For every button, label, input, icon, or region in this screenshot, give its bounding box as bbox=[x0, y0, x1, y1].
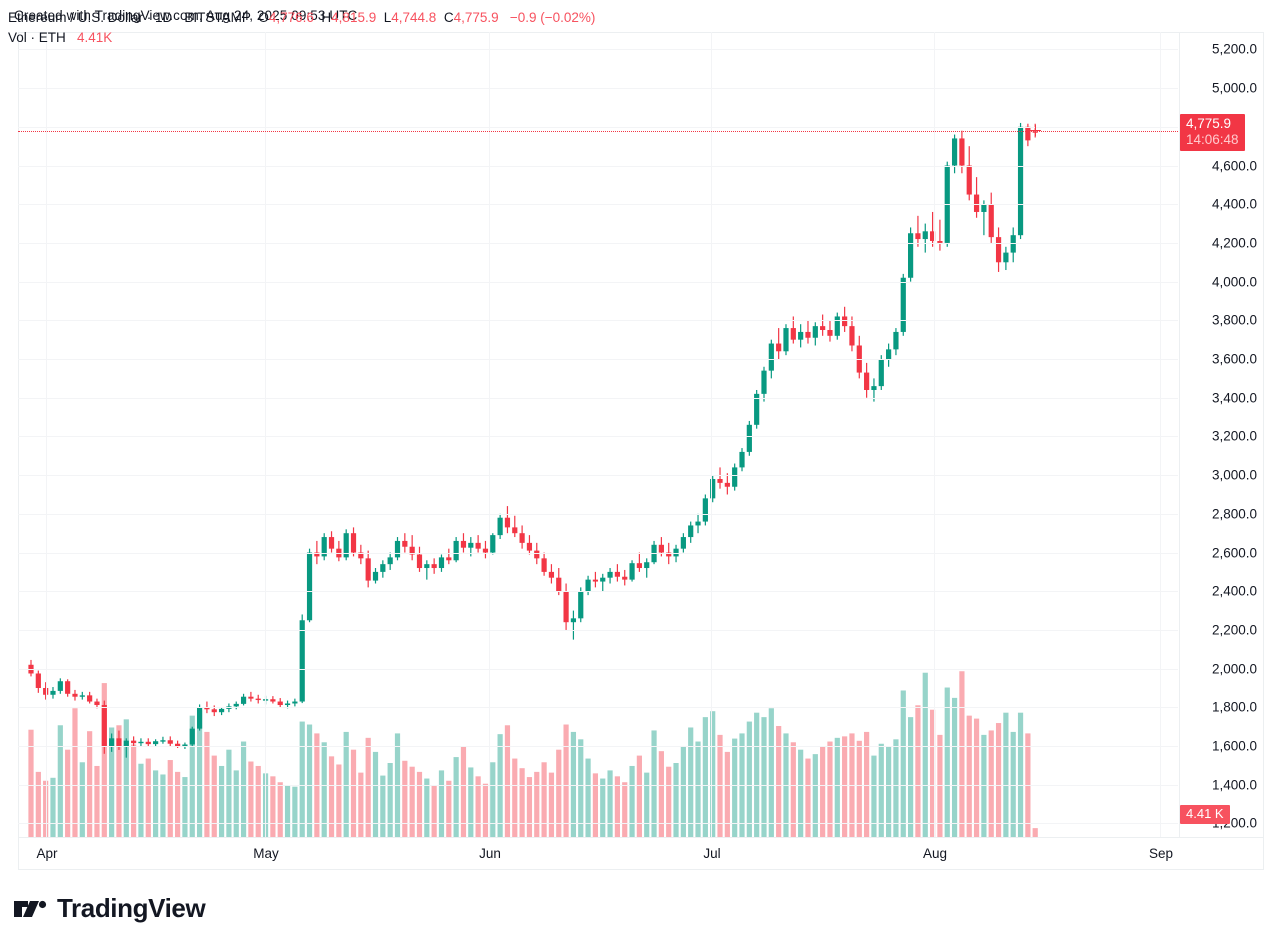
gridline-vertical bbox=[265, 32, 266, 837]
current-price-value: 4,775.9 bbox=[1186, 116, 1232, 132]
chart-plot-area[interactable] bbox=[18, 32, 1178, 837]
time-axis-label: Jul bbox=[703, 846, 721, 861]
price-axis[interactable]: 5,200.0 5,000.0 4,600.0 4,400.0 4,200.0 4,000… bbox=[1179, 32, 1264, 837]
gridline-horizontal bbox=[18, 397, 1178, 399]
price-axis-label: 5,000.0 bbox=[1211, 80, 1257, 96]
gridline-horizontal bbox=[18, 823, 1178, 825]
legend-close-label: C bbox=[443, 10, 454, 25]
price-axis-label: 4,000.0 bbox=[1211, 274, 1257, 290]
tradingview-logo-icon bbox=[14, 898, 48, 920]
gridline-horizontal bbox=[18, 242, 1178, 244]
gridline-horizontal bbox=[18, 165, 1178, 167]
legend-low-value: 4,744.8 bbox=[391, 10, 437, 25]
time-axis-label: May bbox=[253, 846, 279, 861]
price-axis-label: 1,800.0 bbox=[1211, 699, 1257, 715]
gridline-vertical bbox=[711, 32, 712, 837]
page-caption: Created with TradingView.com, Aug 24, 20… bbox=[14, 8, 358, 23]
current-price-line bbox=[18, 131, 1178, 133]
gridline-horizontal bbox=[18, 629, 1178, 631]
price-axis-label: 3,000.0 bbox=[1211, 467, 1257, 483]
tradingview-wordmark: TradingView bbox=[57, 893, 206, 923]
price-axis-label: 2,600.0 bbox=[1211, 545, 1257, 561]
candlestick-series bbox=[28, 122, 1038, 837]
gridline-vertical bbox=[1160, 32, 1161, 837]
price-axis-label: 4,400.0 bbox=[1211, 196, 1257, 212]
gridline-horizontal bbox=[18, 668, 1178, 670]
gridline-horizontal bbox=[18, 126, 1178, 128]
tradingview-footer: TradingView bbox=[14, 893, 206, 924]
gridline-horizontal bbox=[18, 513, 1178, 515]
price-axis-label: 2,400.0 bbox=[1211, 583, 1257, 599]
volume-value-tag: 4.41 K bbox=[1180, 805, 1230, 824]
price-axis-label: 2,000.0 bbox=[1211, 661, 1257, 677]
gridline-horizontal bbox=[18, 552, 1178, 554]
price-axis-label: 2,200.0 bbox=[1211, 622, 1257, 638]
gridline-horizontal bbox=[18, 320, 1178, 322]
gridline-vertical bbox=[934, 32, 935, 837]
time-axis-label: Sep bbox=[1148, 846, 1174, 861]
price-axis-label: 3,600.0 bbox=[1211, 351, 1257, 367]
gridline-horizontal bbox=[18, 707, 1178, 709]
legend-change: −0.9 (−0.02%) bbox=[509, 10, 596, 25]
gridline-horizontal bbox=[18, 281, 1178, 283]
gridline-horizontal bbox=[18, 88, 1178, 90]
gridline-horizontal bbox=[18, 204, 1178, 206]
time-axis-label: Jun bbox=[479, 846, 501, 861]
price-axis-label: 4,600.0 bbox=[1211, 158, 1257, 174]
gridline-horizontal bbox=[18, 49, 1178, 51]
gridline-horizontal bbox=[18, 784, 1178, 786]
price-axis-label: 5,200.0 bbox=[1211, 41, 1257, 57]
gridline-horizontal bbox=[18, 746, 1178, 748]
price-axis-label: 3,200.0 bbox=[1211, 428, 1257, 444]
price-axis-label: 2,800.0 bbox=[1211, 506, 1257, 522]
current-price-marker bbox=[1030, 125, 1042, 137]
gridline-horizontal bbox=[18, 436, 1178, 438]
gridline-vertical bbox=[46, 32, 47, 837]
time-axis[interactable]: Apr May Jun Jul Aug Sep bbox=[18, 838, 1264, 870]
gridline-horizontal bbox=[18, 359, 1178, 361]
legend-close-value: 4,775.9 bbox=[453, 10, 499, 25]
price-axis-label: 1,600.0 bbox=[1211, 738, 1257, 754]
price-axis-label: 1,400.0 bbox=[1211, 777, 1257, 793]
price-axis-label: 3,400.0 bbox=[1211, 390, 1257, 406]
price-axis-label: 3,800.0 bbox=[1211, 312, 1257, 328]
gridline-vertical bbox=[489, 32, 490, 837]
price-axis-label: 4,200.0 bbox=[1211, 235, 1257, 251]
gridline-horizontal bbox=[18, 591, 1178, 593]
chart-frame bbox=[18, 32, 1264, 838]
bar-countdown: 14:06:48 bbox=[1186, 132, 1239, 148]
gridline-horizontal bbox=[18, 475, 1178, 477]
time-axis-label: Aug bbox=[922, 846, 948, 861]
current-price-tag: 4,775.9 14:06:48 bbox=[1180, 114, 1245, 152]
time-axis-label: Apr bbox=[36, 846, 58, 861]
legend-low-label: L bbox=[383, 10, 392, 25]
